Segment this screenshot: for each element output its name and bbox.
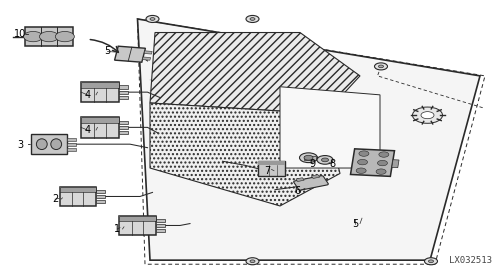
Bar [156, 229, 165, 232]
Circle shape [250, 18, 255, 20]
Text: 4: 4 [84, 90, 90, 100]
Circle shape [322, 158, 328, 162]
FancyBboxPatch shape [81, 82, 119, 102]
Circle shape [56, 31, 74, 42]
Bar [81, 117, 119, 123]
Bar [156, 219, 165, 222]
Text: 1: 1 [114, 224, 120, 234]
Text: 9: 9 [310, 159, 316, 169]
Bar [304, 156, 316, 160]
Circle shape [358, 159, 368, 165]
Circle shape [246, 258, 259, 265]
Circle shape [150, 18, 155, 20]
Bar [60, 187, 96, 192]
Bar [67, 138, 76, 141]
Bar [119, 96, 128, 99]
Circle shape [250, 260, 255, 263]
Bar [96, 199, 104, 203]
Text: 10: 10 [14, 29, 26, 39]
Circle shape [421, 112, 434, 119]
Circle shape [146, 15, 159, 22]
FancyBboxPatch shape [294, 176, 328, 190]
Bar [258, 161, 285, 165]
Circle shape [359, 151, 369, 156]
Bar [119, 216, 156, 221]
Circle shape [356, 168, 366, 173]
Circle shape [424, 258, 438, 265]
Bar [81, 82, 119, 88]
Bar [119, 91, 128, 94]
Circle shape [412, 107, 442, 123]
Text: 6: 6 [294, 186, 300, 196]
Polygon shape [150, 103, 340, 206]
Bar [119, 126, 128, 129]
FancyBboxPatch shape [119, 216, 156, 235]
Polygon shape [280, 87, 380, 168]
Bar [81, 82, 119, 88]
Bar [96, 190, 104, 193]
Circle shape [428, 260, 434, 263]
Text: 8: 8 [330, 159, 336, 169]
Bar [119, 121, 128, 124]
Text: 7: 7 [264, 166, 270, 176]
Bar [67, 148, 76, 151]
Text: 5: 5 [104, 47, 110, 56]
Bar [392, 160, 399, 168]
Circle shape [378, 160, 388, 166]
Bar [96, 195, 104, 198]
FancyBboxPatch shape [81, 117, 119, 138]
Circle shape [304, 155, 313, 160]
Circle shape [300, 153, 318, 163]
Text: 3: 3 [17, 140, 23, 150]
Circle shape [246, 15, 259, 22]
Text: 5: 5 [352, 219, 358, 228]
Ellipse shape [51, 139, 62, 150]
Bar [258, 161, 285, 176]
Circle shape [374, 63, 388, 70]
Bar [31, 134, 67, 154]
Bar [144, 51, 152, 54]
Circle shape [317, 156, 333, 164]
Text: 4: 4 [84, 125, 90, 135]
Bar [67, 143, 76, 146]
Bar [81, 117, 119, 123]
Circle shape [378, 65, 384, 68]
Circle shape [376, 169, 386, 174]
Bar [114, 46, 146, 62]
Bar [296, 178, 304, 182]
Polygon shape [138, 19, 480, 260]
Polygon shape [150, 33, 360, 114]
Text: LX032513: LX032513 [450, 256, 492, 265]
Bar [119, 216, 156, 221]
Ellipse shape [36, 139, 47, 150]
Bar [350, 149, 395, 176]
Circle shape [24, 31, 42, 42]
Bar [25, 27, 73, 46]
Bar [156, 224, 165, 227]
Bar [142, 57, 150, 60]
Circle shape [379, 152, 389, 157]
Circle shape [40, 31, 58, 42]
Bar [60, 187, 96, 192]
Text: 2: 2 [52, 194, 58, 204]
FancyBboxPatch shape [60, 187, 96, 206]
Bar [119, 131, 128, 134]
Bar [312, 175, 320, 179]
Bar [119, 85, 128, 89]
